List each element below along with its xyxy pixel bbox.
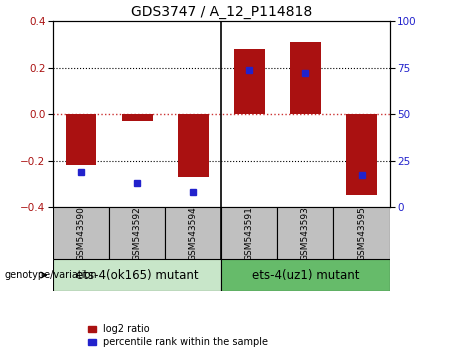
Bar — [234, 49, 265, 114]
Bar — [346, 114, 377, 195]
Text: GSM543593: GSM543593 — [301, 206, 310, 261]
Title: GDS3747 / A_12_P114818: GDS3747 / A_12_P114818 — [130, 5, 312, 19]
Legend: log2 ratio, percentile rank within the sample: log2 ratio, percentile rank within the s… — [88, 325, 268, 347]
Bar — [290, 42, 321, 114]
Bar — [221, 207, 278, 259]
Text: GSM543595: GSM543595 — [357, 206, 366, 261]
Text: GSM543590: GSM543590 — [77, 206, 86, 261]
Text: GSM543591: GSM543591 — [245, 206, 254, 261]
Bar — [333, 207, 390, 259]
Text: GSM543594: GSM543594 — [189, 206, 198, 261]
Text: genotype/variation: genotype/variation — [5, 270, 97, 280]
Bar — [122, 114, 153, 121]
Text: ets-4(uz1) mutant: ets-4(uz1) mutant — [252, 269, 359, 281]
Bar — [221, 259, 390, 291]
Bar — [165, 207, 221, 259]
Bar — [53, 207, 109, 259]
Bar — [178, 114, 209, 177]
Text: ets-4(ok165) mutant: ets-4(ok165) mutant — [76, 269, 198, 281]
Bar — [65, 114, 96, 165]
Text: GSM543592: GSM543592 — [133, 206, 142, 261]
Bar — [53, 259, 221, 291]
Bar — [278, 207, 333, 259]
Bar — [109, 207, 165, 259]
